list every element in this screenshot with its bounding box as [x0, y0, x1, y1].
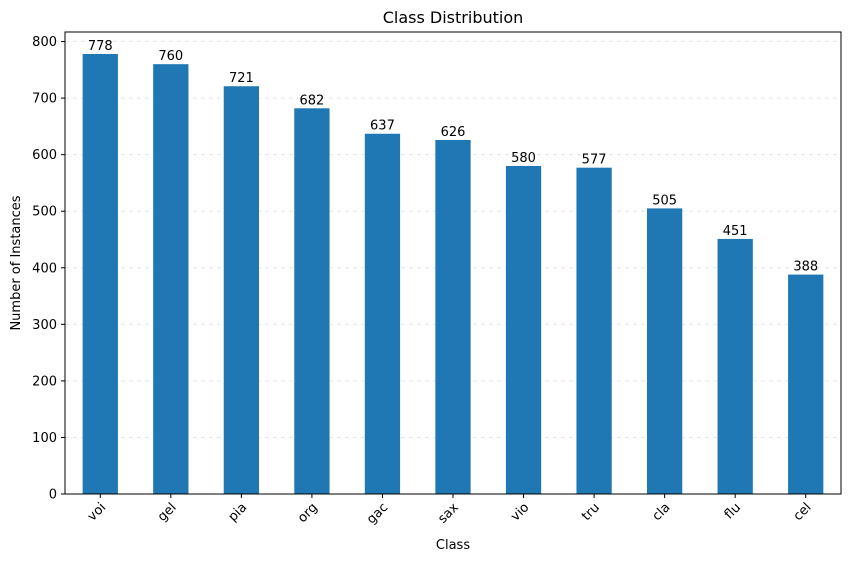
data-label: 778 — [88, 39, 113, 54]
x-tick-label: tru — [579, 500, 603, 524]
y-tick-label: 300 — [32, 318, 57, 333]
data-labels: 778 760 721 682 637 626 580 577 505 451 388 — [88, 39, 818, 275]
y-tick-label: 700 — [32, 92, 57, 107]
y-tick-label: 500 — [32, 205, 57, 220]
data-label: 451 — [723, 224, 748, 239]
x-tick-label: pia — [226, 500, 251, 525]
x-tick-label: cel — [791, 500, 815, 524]
bar-cla — [647, 208, 683, 495]
x-tick-label: sax — [435, 500, 462, 527]
data-label: 760 — [158, 49, 183, 64]
x-tick-label: cla — [650, 500, 674, 524]
x-tick-label: voi — [85, 500, 109, 524]
bar-cel — [788, 274, 824, 494]
x-tick-label: vio — [508, 500, 532, 524]
y-tick-label: 0 — [49, 488, 57, 503]
x-tick-label: flu — [722, 500, 744, 522]
data-label: 388 — [793, 260, 818, 275]
bar-gac — [364, 133, 401, 495]
data-label: 721 — [229, 71, 254, 86]
y-tick-label: 100 — [32, 431, 57, 446]
bar-tru — [576, 167, 612, 494]
y-axis: 0 100 200 300 400 500 600 700 800 — [32, 35, 65, 503]
x-axis: voi gel pia org gac sax vio tru cla flu cel — [85, 494, 815, 527]
data-label: 626 — [441, 125, 466, 140]
data-label: 637 — [370, 119, 395, 134]
x-tick-label: org — [295, 500, 321, 526]
data-label: 577 — [582, 153, 607, 168]
plot-frame — [64, 31, 842, 495]
y-tick-label: 200 — [32, 374, 57, 389]
bar-pia — [223, 86, 259, 494]
y-tick-label: 600 — [32, 148, 57, 163]
bar-sax — [435, 139, 471, 495]
y-tick-label: 400 — [32, 261, 57, 276]
x-tick-label: gac — [364, 500, 391, 527]
x-axis-label: Class — [436, 538, 470, 553]
bar-org — [294, 108, 330, 494]
chart-title: Class Distribution — [383, 8, 524, 27]
x-tick-label: gel — [155, 500, 180, 525]
bar-gel — [153, 64, 189, 495]
bars — [82, 54, 824, 495]
bar-voi — [82, 54, 118, 494]
y-axis-label: Number of Instances — [9, 195, 24, 330]
bar-vio — [505, 165, 542, 494]
y-tick-label: 800 — [32, 35, 57, 50]
data-label: 505 — [652, 193, 677, 208]
data-label: 682 — [299, 93, 324, 108]
data-label: 580 — [511, 151, 536, 166]
bar-flu — [717, 238, 753, 494]
